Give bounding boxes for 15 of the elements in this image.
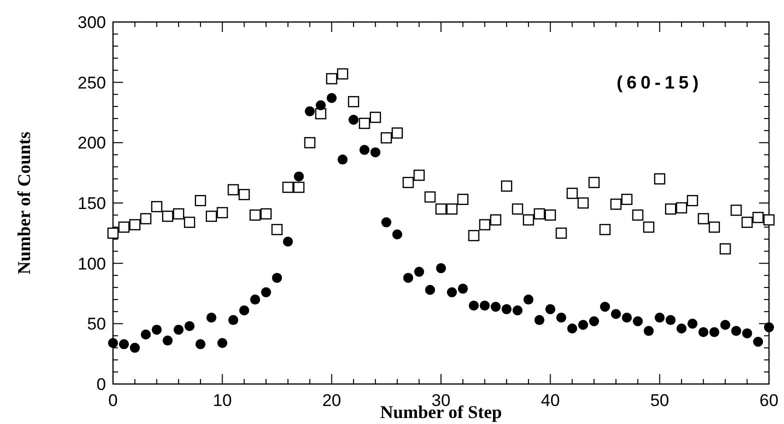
y-axis-title: Number of Counts bbox=[14, 132, 34, 274]
y-tick-label: 250 bbox=[78, 73, 106, 92]
y-tick-label: 200 bbox=[78, 134, 106, 153]
y-tick-label: 0 bbox=[96, 375, 106, 394]
x-tick-label: 10 bbox=[212, 391, 232, 410]
y-tick-label: 300 bbox=[78, 13, 106, 32]
x-tick-label: 20 bbox=[322, 391, 342, 410]
x-tick-label: 0 bbox=[108, 391, 118, 410]
x-tick-label: 40 bbox=[540, 391, 560, 410]
annotation: (60-15) bbox=[616, 72, 703, 92]
y-tick-label: 50 bbox=[87, 314, 106, 334]
x-tick-label: 50 bbox=[650, 391, 670, 410]
x-tick-label: 60 bbox=[760, 391, 778, 410]
y-tick-label: 100 bbox=[78, 254, 106, 274]
y-tick-label: 150 bbox=[78, 194, 106, 213]
